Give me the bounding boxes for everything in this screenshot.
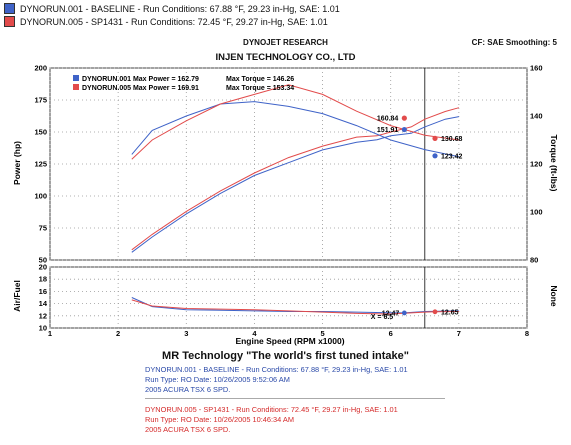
power-marker [432, 153, 438, 159]
afr-tick-label: 14 [39, 299, 48, 308]
power-tick-label: 150 [34, 128, 47, 137]
x-tick-label: 1 [48, 329, 52, 338]
marker-value-label: 130.68 [441, 136, 463, 143]
baseline-torque-line [131, 101, 460, 158]
afr-tick-label: 18 [39, 275, 47, 284]
power-tick-label: 75 [39, 224, 47, 233]
marker-value-label: 123.42 [441, 153, 463, 160]
baseline-afr-line [131, 297, 459, 314]
torque-tick-label: 80 [530, 256, 538, 265]
run2-date: Run Type: RO Date: 10/26/2005 10:46:34 A… [145, 415, 295, 424]
x-tick-label: 6 [389, 329, 393, 338]
afr-tick-label: 20 [39, 263, 47, 272]
afr-marker-value-label: 12.65 [441, 309, 459, 316]
run2-vehicle: 2005 ACURA TSX 6 SPD. [145, 425, 231, 434]
correction-factor: CF: SAE Smoothing: 5 [471, 38, 557, 47]
power-plot-frame [49, 67, 528, 261]
legend-entry-baseline: DYNORUN.001 Max Power = 162.79 [82, 76, 199, 83]
run2-header: DYNORUN.005 - SP1431 - Run Conditions: 7… [4, 16, 328, 27]
intake-torque-line [131, 84, 459, 160]
y-axis-label-power: Power (hp) [12, 141, 22, 185]
power-marker [432, 135, 438, 141]
afr-marker [401, 310, 407, 316]
torque-tick-label: 140 [530, 112, 543, 121]
afr-tick-label: 12 [39, 311, 47, 320]
legend-entry-intake: DYNORUN.005 Max Power = 169.91 [82, 85, 199, 92]
x-tick-label: 2 [116, 329, 120, 338]
marker-value-label: 151.91 [377, 127, 399, 134]
power-marker [401, 126, 407, 133]
intake-swatch [4, 16, 15, 27]
y-axis-label-none: None [549, 285, 559, 307]
x-axis-label: Engine Speed (RPM x1000) [235, 336, 344, 346]
marker-value-label: 160.84 [377, 116, 399, 123]
run1-vehicle: 2005 ACURA TSX 6 SPD. [145, 385, 231, 394]
y-axis-label-torque: Torque (ft-lbs) [549, 135, 559, 192]
afr-marker-value-label: 12.47 [382, 310, 400, 317]
run1-date: Run Type: RO Date: 10/26/2005 9:52:06 AM [145, 375, 290, 384]
x-tick-label: 7 [457, 329, 461, 338]
torque-tick-label: 120 [530, 160, 543, 169]
power-tick-label: 100 [34, 192, 47, 201]
run1-details: DYNORUN.001 - BASELINE - Run Conditions:… [145, 365, 408, 395]
chart-subtitle: INJEN TECHNOLOGY CO., LTD [215, 52, 356, 63]
power-tick-label: 50 [39, 256, 47, 265]
x-tick-label: 8 [525, 329, 529, 338]
torque-tick-label: 160 [530, 64, 543, 73]
legend-torque-baseline: Max Torque = 146.26 [226, 76, 294, 83]
power-tick-label: 200 [34, 64, 47, 73]
run2-conditions: DYNORUN.005 - SP1431 - Run Conditions: 7… [145, 405, 398, 414]
run1-conditions: DYNORUN.001 - BASELINE - Run Conditions:… [145, 365, 408, 374]
legend: DYNORUN.001 Max Power = 162.79 Max Torqu… [73, 75, 294, 92]
afr-tick-label: 16 [39, 287, 47, 296]
x-tick-label: 4 [252, 329, 257, 338]
run1-header: DYNORUN.001 - BASELINE - Run Conditions:… [4, 3, 340, 14]
x-tick-label: 3 [184, 329, 188, 338]
cursor-label: X = 6.5 [371, 314, 393, 321]
y-axis-label-afr: Air/Fuel [12, 280, 22, 312]
footer-divider [145, 398, 445, 399]
legend-swatch-baseline [73, 75, 79, 81]
torque-tick-label: 100 [530, 208, 543, 217]
x-tick-label: 5 [320, 329, 324, 338]
power-tick-label: 125 [34, 160, 47, 169]
afr-tick-label: 10 [39, 324, 47, 333]
intake-afr-line [131, 299, 459, 315]
afr-marker [432, 309, 438, 315]
power-tick-label: 175 [34, 96, 47, 105]
legend-swatch-intake [73, 84, 79, 90]
chart-title: DYNOJET RESEARCH [243, 38, 328, 47]
legend-torque-intake: Max Torque = 153.34 [226, 85, 294, 92]
baseline-power-line [131, 116, 459, 253]
run2-header-text: DYNORUN.005 - SP1431 - Run Conditions: 7… [20, 16, 328, 27]
baseline-swatch [4, 3, 15, 14]
run1-header-text: DYNORUN.001 - BASELINE - Run Conditions:… [20, 3, 340, 14]
afr-plot-frame [49, 266, 528, 329]
intake-power-line [131, 107, 460, 251]
power-marker [401, 115, 407, 121]
run2-details: DYNORUN.005 - SP1431 - Run Conditions: 7… [145, 405, 398, 435]
tagline: MR Technology "The world's first tuned i… [162, 350, 409, 362]
